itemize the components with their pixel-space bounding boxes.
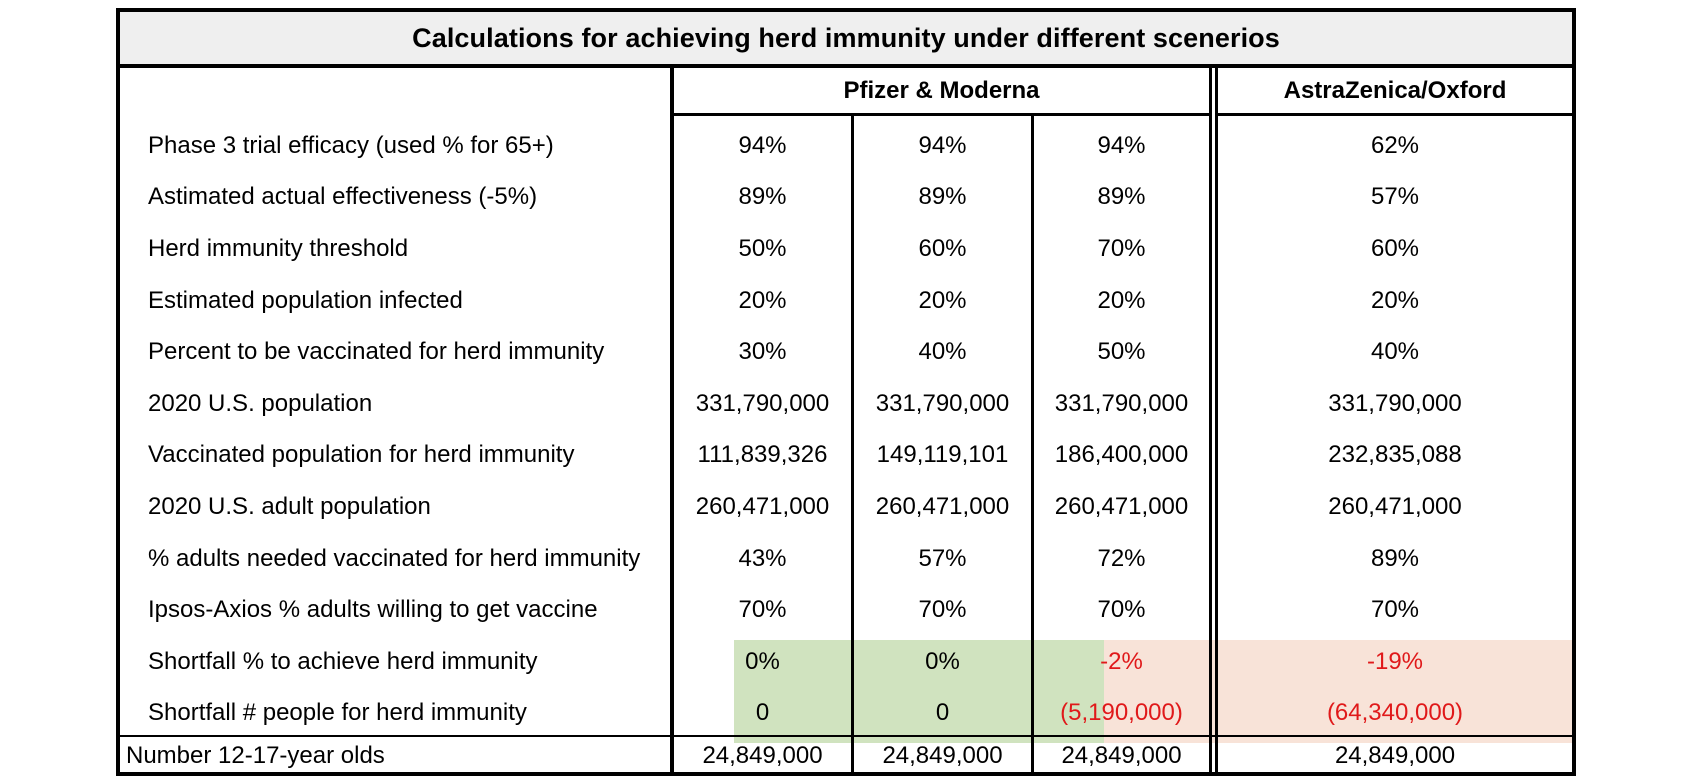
table-title: Calculations for achieving herd immunity…	[120, 12, 1572, 68]
value-cell: 57%	[1370, 183, 1420, 211]
value-cell: 50%	[1097, 338, 1146, 366]
value-cell: 0%	[745, 647, 780, 675]
table-row: Shortfall % to achieve herd immunity 0% …	[120, 636, 1572, 688]
row-label: Percent to be vaccinated for herd immuni…	[148, 338, 605, 366]
value-cell: 24,849,000	[702, 742, 823, 769]
value-cell-negative: (64,340,000)	[1326, 699, 1464, 727]
table-row: Shortfall # people for herd immunity 0 0…	[120, 688, 1572, 740]
value-cell: 24,849,000	[1334, 742, 1456, 769]
value-cell: 89%	[918, 183, 967, 211]
shortfall-fill-astrazeneca	[1284, 640, 1572, 743]
value-cell: 70%	[918, 596, 967, 624]
table-row: Percent to be vaccinated for herd immuni…	[120, 326, 1572, 378]
value-cell: 89%	[1097, 183, 1146, 211]
divider-label-column	[670, 68, 674, 772]
value-cell: 50%	[738, 234, 787, 262]
value-cell: 24,849,000	[882, 742, 1003, 769]
value-cell: 60%	[918, 234, 967, 262]
table-row: Number 12-17-year olds 24,849,000 24,849…	[120, 736, 1572, 776]
value-cell: 40%	[1370, 338, 1420, 366]
value-cell: 260,471,000	[695, 492, 830, 520]
value-cell: 331,790,000	[875, 389, 1010, 417]
row-label: Herd immunity threshold	[148, 234, 409, 262]
value-cell: 57%	[918, 544, 967, 572]
table-row: % adults needed vaccinated for herd immu…	[120, 533, 1572, 585]
row-label: Number 12-17-year olds	[126, 742, 385, 769]
value-cell: 40%	[918, 338, 967, 366]
value-cell: 94%	[738, 131, 787, 159]
herd-immunity-table: Calculations for achieving herd immunity…	[116, 8, 1576, 776]
header-underline-pfizer	[674, 113, 1209, 116]
row-label: 2020 U.S. adult population	[148, 492, 431, 520]
value-cell: 94%	[918, 131, 967, 159]
value-cell: 89%	[738, 183, 787, 211]
value-cell: 20%	[1370, 286, 1420, 314]
value-cell: 70%	[1370, 596, 1420, 624]
value-cell: 331,790,000	[1328, 389, 1462, 417]
divider-group-right	[1215, 68, 1218, 772]
value-cell: 260,471,000	[875, 492, 1010, 520]
value-cell: 89%	[1370, 544, 1420, 572]
value-cell: 149,119,101	[876, 441, 1009, 469]
value-cell: 0	[755, 699, 770, 727]
row-label: Vaccinated population for herd immunity	[148, 441, 575, 469]
row-label: Estimated population infected	[148, 286, 463, 314]
value-cell: 260,471,000	[1328, 492, 1462, 520]
value-cell: 72%	[1097, 544, 1146, 572]
value-cell: 24,849,000	[1061, 742, 1182, 769]
table-row: 2020 U.S. adult population 260,471,000 2…	[120, 481, 1572, 533]
value-cell: 20%	[738, 286, 787, 314]
table-row: 2020 U.S. population 331,790,000 331,790…	[120, 378, 1572, 430]
row-label: % adults needed vaccinated for herd immu…	[148, 544, 641, 572]
row-label: Shortfall # people for herd immunity	[148, 699, 527, 727]
table-row: Vaccinated population for herd immunity …	[120, 430, 1572, 482]
value-cell: 60%	[1370, 234, 1420, 262]
value-cell-negative: -2%	[1100, 647, 1143, 675]
divider-col-1	[851, 116, 854, 772]
shortfall-fill-pfizer-70	[1104, 640, 1284, 743]
last-row-separator	[120, 735, 1572, 737]
value-cell: 260,471,000	[1054, 492, 1189, 520]
value-cell-negative: (5,190,000)	[1060, 699, 1183, 727]
value-cell: 30%	[738, 338, 787, 366]
value-cell: 331,790,000	[695, 389, 830, 417]
group-header-pfizer-moderna: Pfizer & Moderna	[843, 76, 1040, 104]
value-cell: 111,839,326	[697, 441, 828, 469]
value-cell: 20%	[1097, 286, 1146, 314]
value-cell: 232,835,088	[1328, 441, 1462, 469]
row-label: Phase 3 trial efficacy (used % for 65+)	[148, 131, 554, 159]
table-row: Astimated actual effectiveness (-5%) 89%…	[120, 172, 1572, 224]
row-label: Astimated actual effectiveness (-5%)	[148, 183, 538, 211]
divider-group-left	[1209, 68, 1212, 772]
value-cell: 70%	[1097, 596, 1146, 624]
group-header-astrazeneca-oxford: AstraZenica/Oxford	[1283, 76, 1507, 104]
value-cell-negative: -19%	[1366, 647, 1424, 675]
table-row: Ipsos-Axios % adults willing to get vacc…	[120, 584, 1572, 636]
shortfall-fill-pfizer-60	[924, 640, 1104, 743]
value-cell: 70%	[738, 596, 787, 624]
table-row: Phase 3 trial efficacy (used % for 65+) …	[120, 120, 1572, 172]
table-row: Herd immunity threshold 50% 60% 70% 60%	[120, 223, 1572, 275]
row-label: Shortfall % to achieve herd immunity	[148, 647, 538, 675]
row-label: 2020 U.S. population	[148, 389, 373, 417]
value-cell: 331,790,000	[1054, 389, 1189, 417]
value-cell: 20%	[918, 286, 967, 314]
row-label: Ipsos-Axios % adults willing to get vacc…	[148, 596, 598, 624]
divider-col-2	[1031, 116, 1034, 772]
shortfall-fill-pfizer-50	[734, 640, 924, 743]
value-cell: 0	[935, 699, 950, 727]
value-cell: 62%	[1370, 131, 1420, 159]
value-cell: 94%	[1097, 131, 1146, 159]
value-cell: 43%	[738, 544, 787, 572]
value-cell: 0%	[925, 647, 960, 675]
value-cell: 186,400,000	[1054, 441, 1189, 469]
header-underline-astrazeneca	[1218, 113, 1572, 116]
value-cell: 70%	[1097, 234, 1146, 262]
table-row: Estimated population infected 20% 20% 20…	[120, 275, 1572, 327]
